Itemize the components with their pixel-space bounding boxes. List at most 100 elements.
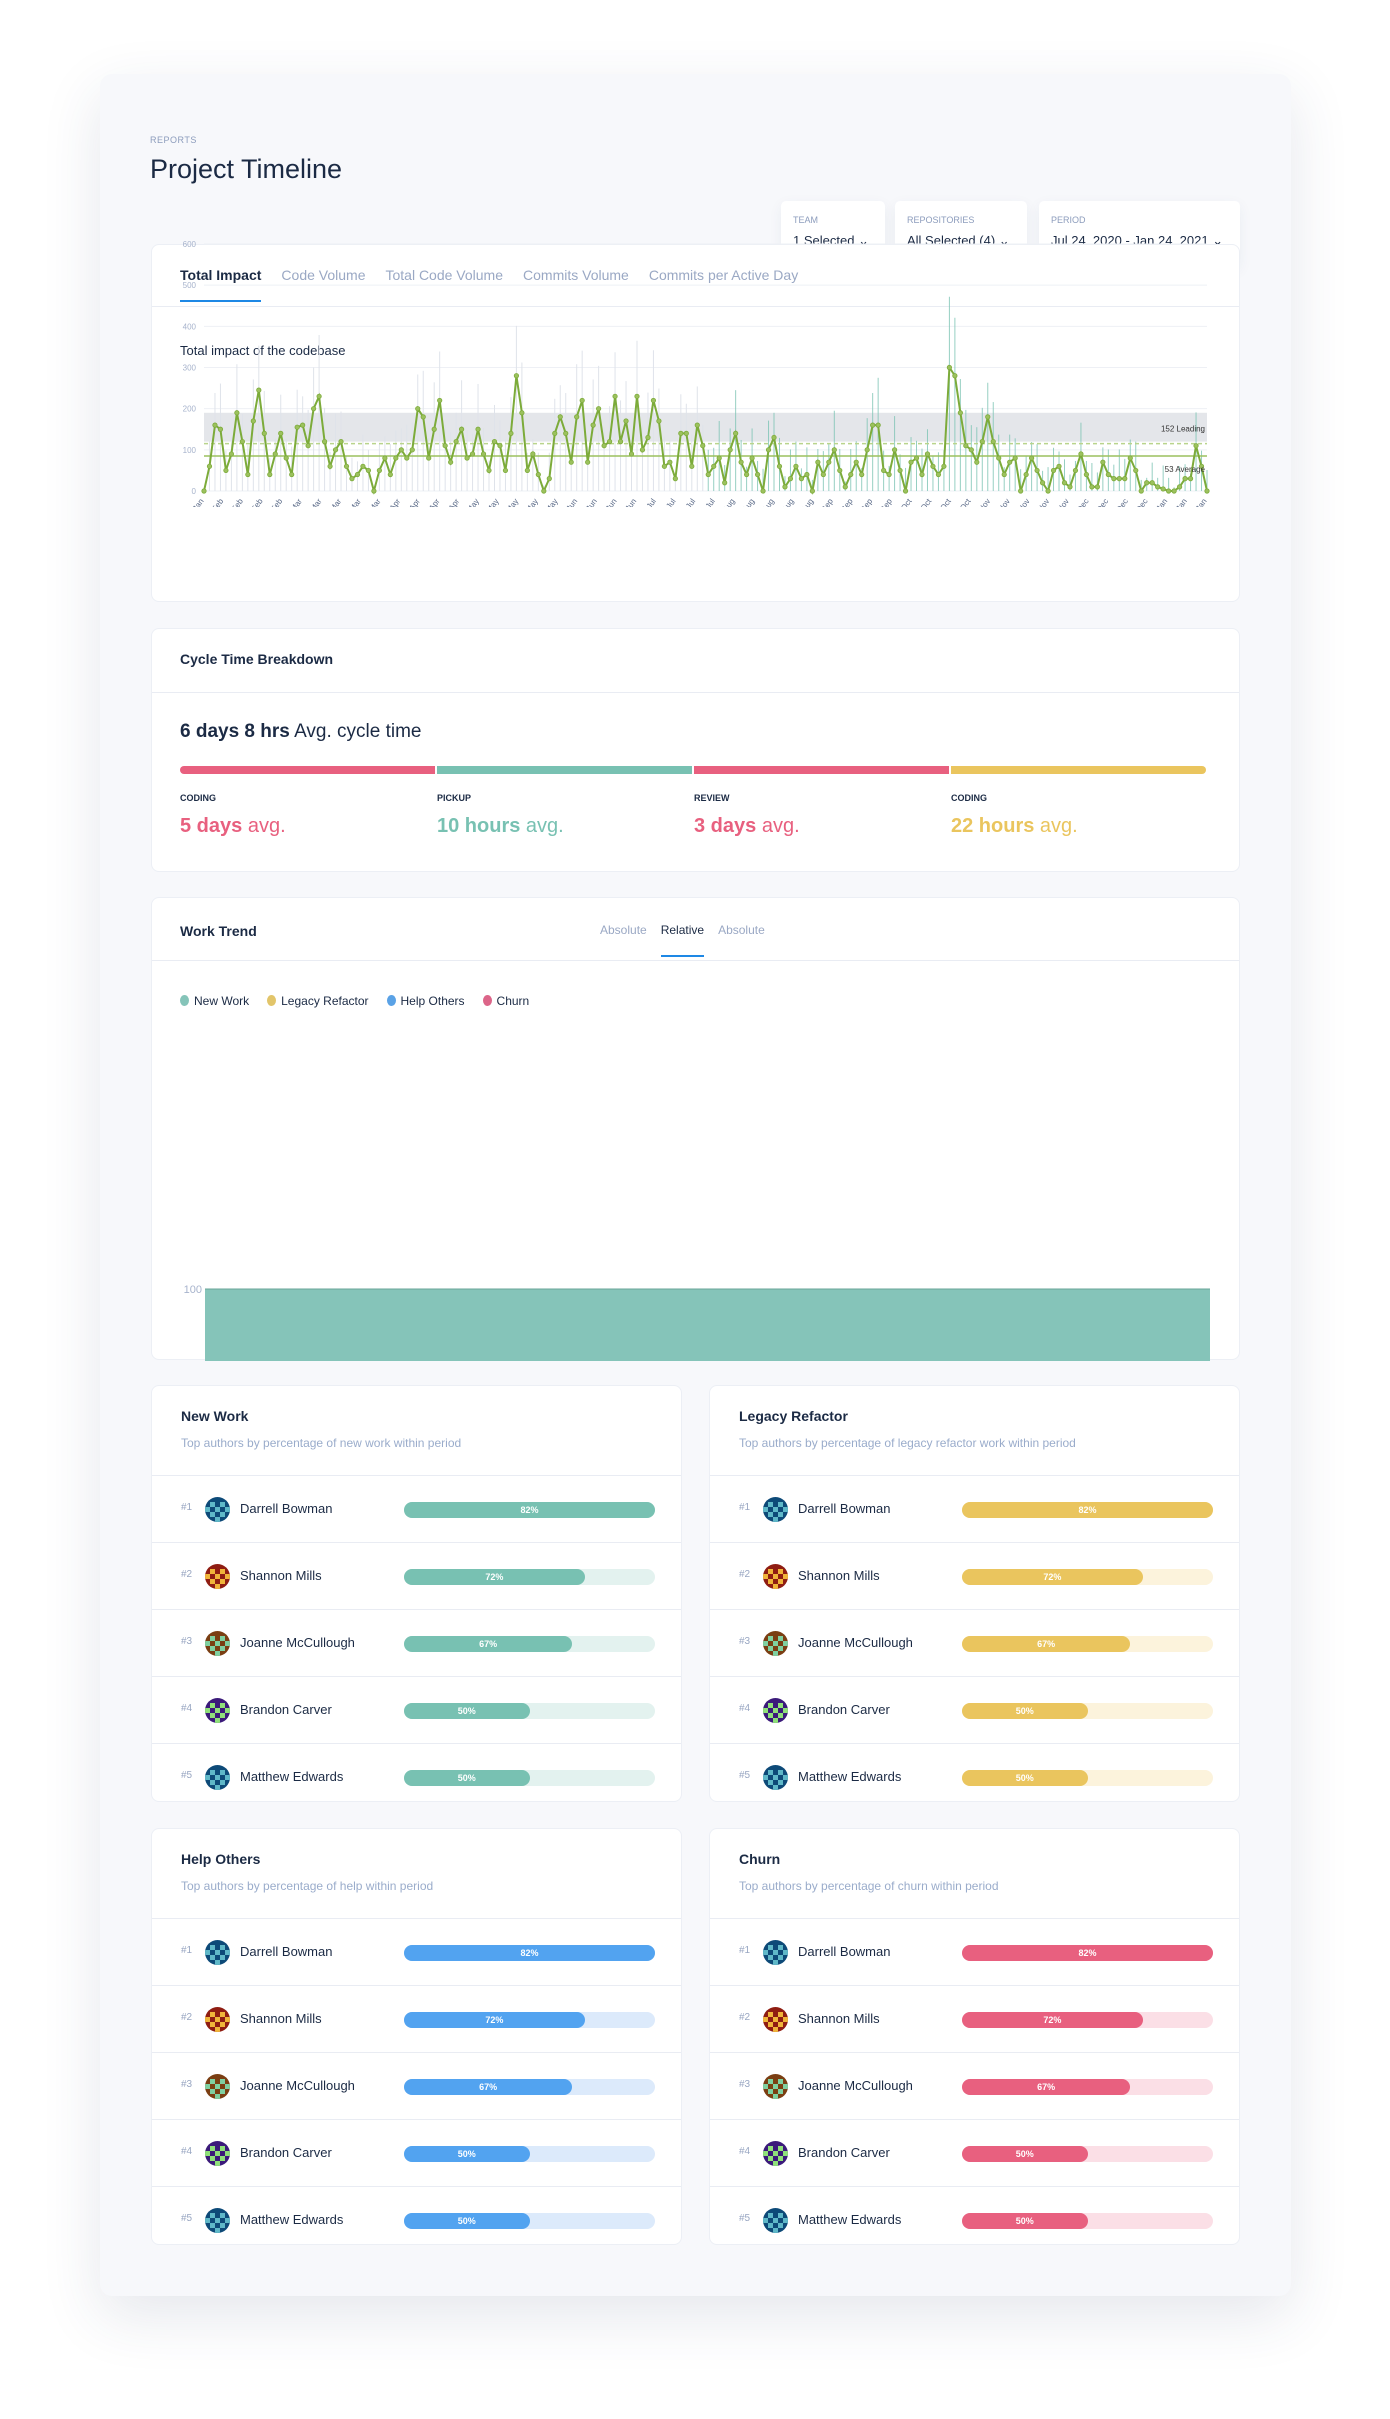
avatar-pixel <box>215 1584 220 1589</box>
rank-label: #3 <box>739 2079 751 2090</box>
legend-item[interactable]: New Work <box>180 994 249 1008</box>
progress-track: 50% <box>962 1703 1213 1719</box>
author-name[interactable]: Joanne McCullough <box>240 1635 355 1650</box>
avatar-pixel <box>773 1785 778 1790</box>
avatar-pixel <box>773 2017 778 2022</box>
impact-point <box>974 459 980 465</box>
author-name[interactable]: Joanne McCullough <box>240 2078 355 2093</box>
author-name[interactable]: Matthew Edwards <box>240 2212 344 2227</box>
impact-point <box>661 463 667 469</box>
leaderboard-row[interactable]: #3 Joanne McCullough 67% <box>152 1609 681 1676</box>
leaderboard-row[interactable]: #5 Matthew Edwards 50% <box>710 1743 1239 1810</box>
impact-point <box>639 447 646 453</box>
author-name[interactable]: Shannon Mills <box>798 1568 880 1583</box>
impact-point <box>979 438 985 445</box>
impact-point <box>859 471 865 478</box>
leaderboard-row[interactable]: #1 Darrell Bowman 82% <box>152 1475 681 1542</box>
avatar-pixel <box>768 1636 773 1641</box>
avatar-pixel <box>768 1569 773 1574</box>
x-tick-label: 16 Aug <box>754 497 776 507</box>
author-name[interactable]: Brandon Carver <box>798 1702 890 1717</box>
avatar-pixel <box>768 1713 773 1718</box>
author-name[interactable]: Joanne McCullough <box>798 2078 913 2093</box>
leaderboard-row[interactable]: #2 Shannon Mills 72% <box>710 1985 1239 2052</box>
x-tick-label: 28 Jun <box>617 497 638 507</box>
tab-code-volume[interactable]: Code Volume <box>281 267 366 283</box>
impact-point <box>913 455 920 461</box>
avatar-pixel <box>210 1955 215 1960</box>
leaderboard-row[interactable]: #1 Darrell Bowman 82% <box>710 1475 1239 1542</box>
leaderboard-row[interactable]: #5 Matthew Edwards 50% <box>152 2186 681 2253</box>
leaderboard-row[interactable]: #3 Joanne McCullough 67% <box>710 2052 1239 2119</box>
impact-point <box>842 484 848 490</box>
author-name[interactable]: Darrell Bowman <box>798 1944 891 1959</box>
author-name[interactable]: Brandon Carver <box>240 1702 332 1717</box>
author-name[interactable]: Brandon Carver <box>798 2145 890 2160</box>
tab-relative-1[interactable]: Relative <box>660 923 705 957</box>
author-name[interactable]: Matthew Edwards <box>798 2212 902 2227</box>
author-name[interactable]: Matthew Edwards <box>798 1769 902 1784</box>
leaderboard-row[interactable]: #3 Joanne McCullough 67% <box>710 1609 1239 1676</box>
leaderboard-row[interactable]: #2 Shannon Mills 72% <box>152 1985 681 2052</box>
progress-track: 72% <box>404 1569 655 1585</box>
leaderboard-row[interactable]: #2 Shannon Mills 72% <box>152 1542 681 1609</box>
impact-point <box>1204 488 1210 494</box>
author-name[interactable]: Matthew Edwards <box>240 1769 344 1784</box>
impact-point <box>453 438 459 445</box>
avatar <box>205 1698 230 1723</box>
author-name[interactable]: Shannon Mills <box>240 1568 322 1583</box>
leaderboard-row[interactable]: #1 Darrell Bowman 82% <box>710 1918 1239 1985</box>
leaderboard-row[interactable]: #5 Matthew Edwards 50% <box>710 2186 1239 2253</box>
x-tick-label: 10 Jan <box>1168 497 1189 507</box>
tab-absolute-2[interactable]: Absolute <box>718 923 765 937</box>
avatar <box>205 1940 230 1965</box>
impact-point <box>349 476 355 482</box>
leaderboard-row[interactable]: #4 Brandon Carver 50% <box>710 1676 1239 1743</box>
avatar-pixel <box>215 2017 220 2022</box>
author-name[interactable]: Darrell Bowman <box>798 1501 891 1516</box>
impact-point <box>1012 455 1018 461</box>
impact-point <box>738 459 744 465</box>
author-name[interactable]: Darrell Bowman <box>240 1944 333 1959</box>
tab-commits-per-active-day[interactable]: Commits per Active Day <box>648 267 799 283</box>
rank-label: #5 <box>181 1770 193 1781</box>
progress-track: 67% <box>404 1636 655 1652</box>
x-tick-label: 14 Jun <box>578 497 599 507</box>
impact-point <box>579 397 585 404</box>
author-name[interactable]: Joanne McCullough <box>798 1635 913 1650</box>
avatar-pixel <box>210 1945 215 1950</box>
author-name[interactable]: Shannon Mills <box>240 2011 322 2026</box>
avatar-pixel <box>220 1955 225 1960</box>
avatar <box>205 2141 230 2166</box>
progress-track: 67% <box>962 2079 1213 2095</box>
area-new-work <box>205 1289 1210 1361</box>
leaderboard-row[interactable]: #4 Brandon Carver 50% <box>152 2119 681 2186</box>
tab-total-impact[interactable]: Total Impact <box>180 267 262 302</box>
avatar-pixel <box>215 1785 220 1790</box>
avatar-pixel <box>768 2022 773 2027</box>
avatar-pixel <box>783 1775 788 1780</box>
leaderboard-row[interactable]: #2 Shannon Mills 72% <box>710 1542 1239 1609</box>
legend-item[interactable]: Legacy Refactor <box>267 994 369 1008</box>
author-name[interactable]: Darrell Bowman <box>240 1501 333 1516</box>
author-name[interactable]: Shannon Mills <box>798 2011 880 2026</box>
leaderboard-row[interactable]: #5 Matthew Edwards 50% <box>152 1743 681 1810</box>
legend-item[interactable]: Churn <box>482 994 530 1008</box>
author-name[interactable]: Brandon Carver <box>240 2145 332 2160</box>
legend-item[interactable]: Help Others <box>386 994 465 1008</box>
legend-label: Churn <box>496 994 530 1008</box>
tab-total-code-volume[interactable]: Total Code Volume <box>385 267 504 283</box>
impact-point <box>557 414 563 420</box>
tab-absolute-0[interactable]: Absolute <box>600 923 647 937</box>
total-impact-card: Total Impact Code Volume Total Code Volume… <box>151 240 1240 602</box>
x-tick-label: 12 Jul <box>658 497 678 507</box>
x-tick-label: 15 Nov <box>1010 497 1032 507</box>
period-filter-label: PERIOD <box>1051 215 1086 225</box>
impact-point <box>475 426 481 432</box>
tab-commits-volume[interactable]: Commits Volume <box>523 267 629 283</box>
leaderboard-row[interactable]: #3 Joanne McCullough 67% <box>152 2052 681 2119</box>
leaderboard-row[interactable]: #4 Brandon Carver 50% <box>152 1676 681 1743</box>
impact-point <box>848 471 854 478</box>
leaderboard-row[interactable]: #1 Darrell Bowman 82% <box>152 1918 681 1985</box>
leaderboard-row[interactable]: #4 Brandon Carver 50% <box>710 2119 1239 2186</box>
